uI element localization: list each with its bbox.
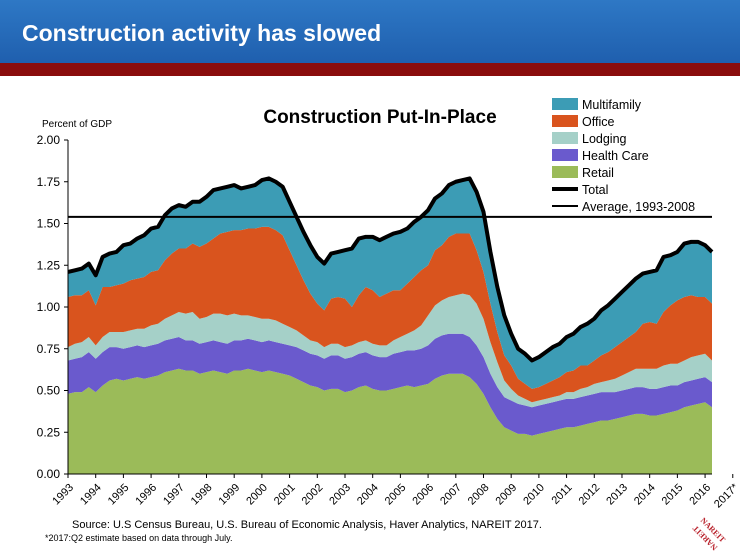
slide-title: Construction activity has slowed xyxy=(22,20,382,46)
x-tick-label: 2007 xyxy=(438,482,464,508)
x-tick-label: 2009 xyxy=(494,482,520,508)
x-tick-label: 2012 xyxy=(577,482,603,508)
x-tick-label: 2010 xyxy=(521,482,547,508)
y-tick-label: 1.75 xyxy=(37,175,61,189)
x-tick-label: 2011 xyxy=(549,482,574,507)
title-accent-band xyxy=(0,63,740,76)
x-tick-label: 2006 xyxy=(410,482,436,508)
overlay-lines xyxy=(67,176,714,363)
y-tick-label: 1.25 xyxy=(37,258,61,272)
chart-title: Construction Put-In-Place xyxy=(263,107,496,128)
x-tick-label: 2003 xyxy=(327,482,353,508)
x-tick-label: 1998 xyxy=(189,482,215,508)
x-tick-label: 1997 xyxy=(161,482,187,508)
y-tick-label: 0.00 xyxy=(37,467,61,481)
area-office xyxy=(68,226,712,403)
x-tick-label: 2014 xyxy=(632,482,658,508)
y-axis-label: Percent of GDP xyxy=(42,119,112,130)
legend: Multifamily Office Lodging Health Care Retai… xyxy=(552,98,695,214)
legend-label: Lodging xyxy=(582,132,627,146)
source-note: Source: U.S Census Bureau, U.S. Bureau o… xyxy=(72,519,542,531)
footnote: *2017:Q2 estimate based on data through … xyxy=(45,533,233,543)
y-tick-label: 1.50 xyxy=(37,217,61,231)
legend-swatch xyxy=(552,132,578,144)
x-tick-label: 1999 xyxy=(217,482,243,508)
y-tick-label: 0.75 xyxy=(37,342,61,356)
x-tick-label: 2000 xyxy=(244,482,270,508)
y-tick-label: 0.25 xyxy=(37,425,61,439)
area-retail xyxy=(68,368,712,474)
x-tick-label: 2017* xyxy=(712,481,740,510)
legend-label: Retail xyxy=(582,166,614,180)
x-tick-label: 1994 xyxy=(78,482,104,508)
x-tick-label: 1996 xyxy=(133,482,159,508)
x-tick-label: 2016 xyxy=(687,482,713,508)
area-multifamily xyxy=(68,178,712,389)
stacked-areas xyxy=(68,178,712,474)
x-tick-label: 2004 xyxy=(355,482,381,508)
x-tick-label: 1993 xyxy=(50,482,76,508)
legend-label: Office xyxy=(582,115,614,129)
x-tick-label: 2005 xyxy=(383,482,409,508)
legend-label: Average, 1993-2008 xyxy=(582,200,695,214)
y-tick-label: 0.50 xyxy=(37,384,61,398)
legend-swatch xyxy=(552,149,578,161)
x-tick-label: 2008 xyxy=(466,482,492,508)
legend-swatch xyxy=(552,98,578,110)
legend-label: Health Care xyxy=(582,149,649,163)
legend-swatch xyxy=(552,166,578,178)
nareit-logo: NAREIT NAREIT xyxy=(690,516,727,552)
x-tick-label: 2015 xyxy=(660,482,686,508)
legend-swatch xyxy=(552,115,578,127)
area-health-care xyxy=(68,333,712,436)
x-tick-label: 2001 xyxy=(272,482,298,508)
x-tick-label: 1995 xyxy=(106,482,132,508)
y-tick-label: 1.00 xyxy=(37,300,61,314)
area-lodging xyxy=(68,293,712,408)
title-bar: Construction activity has slowed xyxy=(0,0,740,63)
legend-label: Multifamily xyxy=(582,98,642,112)
legend-label: Total xyxy=(582,183,608,197)
x-tick-label: 2002 xyxy=(300,482,326,508)
total-line xyxy=(67,176,714,363)
x-tick-label: 2013 xyxy=(604,482,630,508)
y-tick-label: 2.00 xyxy=(37,133,61,147)
